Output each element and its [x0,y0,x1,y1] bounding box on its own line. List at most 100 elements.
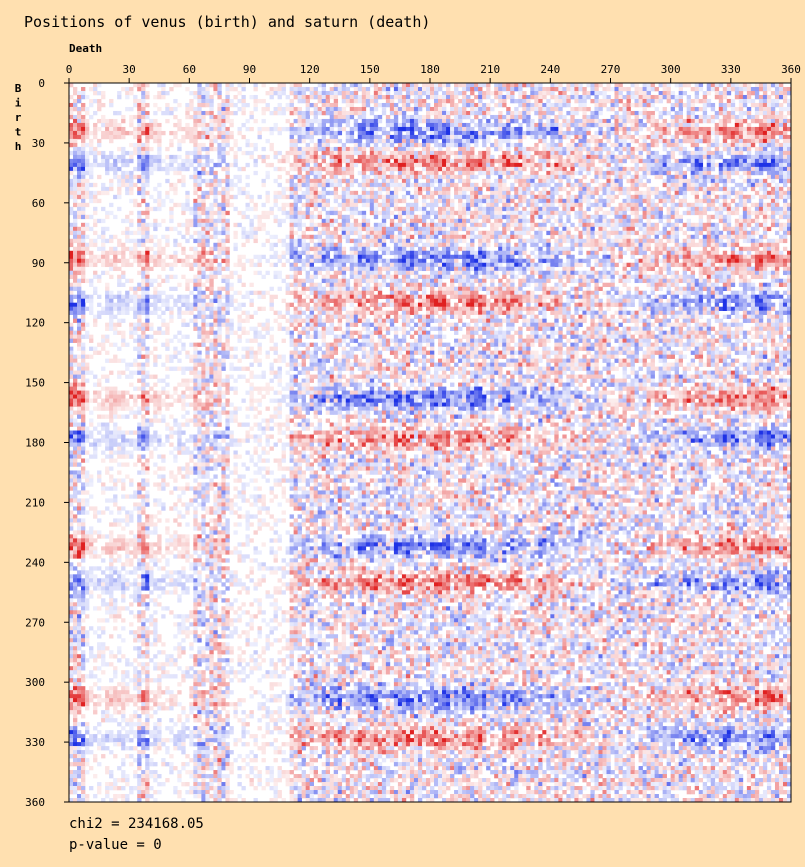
heatmap-cell [366,123,370,127]
heatmap-cell [73,127,77,131]
heatmap-cell [554,123,558,127]
heatmap-cell [739,123,743,127]
heatmap-cell [422,91,426,95]
heatmap-cell [574,95,578,99]
heatmap-cell [703,111,707,115]
heatmap-cell [466,111,470,115]
heatmap-cell [594,91,598,95]
heatmap-cell [414,123,418,127]
heatmap-cell [735,123,739,127]
y-tick-label: 210 [25,496,45,509]
heatmap-cell [755,87,759,91]
heatmap-cell [554,115,558,119]
heatmap-cell [386,115,390,119]
heatmap-cell [611,115,615,119]
heatmap-cell [474,123,478,127]
heatmap-cell [462,107,466,111]
heatmap-cell [663,83,667,87]
heatmap-cell [173,99,177,103]
heatmap-cell [225,107,229,111]
heatmap-cell [538,95,542,99]
heatmap-cell [266,103,270,107]
heatmap-cell [306,115,310,119]
heatmap-cell [290,91,294,95]
chart: Positions of venus (birth) and saturn (d… [0,0,805,867]
heatmap-cell [659,111,663,115]
heatmap-cell [105,127,109,131]
heatmap-cell [358,95,362,99]
heatmap-cell [225,119,229,123]
heatmap-cell [466,87,470,91]
heatmap-cell [538,119,542,123]
heatmap-cell [747,91,751,95]
heatmap-cell [498,87,502,91]
heatmap-cell [185,103,189,107]
heatmap-cell [623,119,627,123]
heatmap-cell [89,87,93,91]
heatmap-cell [378,87,382,91]
heatmap-cell [442,95,446,99]
heatmap-cell [153,111,157,115]
y-tick-label: 150 [25,377,45,390]
heatmap-cell [262,107,266,111]
heatmap-cell [254,87,258,91]
heatmap-cell [398,111,402,115]
heatmap-cell [723,91,727,95]
heatmap-cell [627,91,631,95]
heatmap-cell [350,95,354,99]
heatmap-cell [402,83,406,87]
heatmap-cell [486,123,490,127]
heatmap-cell [494,95,498,99]
heatmap-cell [402,95,406,99]
heatmap-cell [197,91,201,95]
heatmap-cell [554,83,558,87]
heatmap-cell [278,107,282,111]
heatmap-cell [462,99,466,103]
heatmap-cell [759,87,763,91]
heatmap-cell [594,83,598,87]
y-tick-label: 300 [25,676,45,689]
heatmap-cell [394,111,398,115]
heatmap-cell [274,123,278,127]
heatmap-cell [506,107,510,111]
heatmap-cell [546,111,550,115]
heatmap-cell [779,95,783,99]
heatmap-cell [209,83,213,87]
heatmap-cell [318,127,322,131]
heatmap-cell [422,115,426,119]
heatmap-cell [534,99,538,103]
heatmap-cell [486,119,490,123]
heatmap-cell [217,103,221,107]
heatmap-cell [446,83,450,87]
heatmap-cell [145,95,149,99]
heatmap-cell [161,111,165,115]
heatmap-cell [77,107,81,111]
heatmap-cell [442,119,446,123]
heatmap-cell [241,103,245,107]
heatmap-cell [639,111,643,115]
heatmap-cell [85,111,89,115]
heatmap-cell [237,127,241,131]
heatmap-cell [338,83,342,87]
heatmap-cell [490,99,494,103]
x-tick-label: 360 [781,63,801,76]
heatmap-cell [590,87,594,91]
heatmap-cell [635,115,639,119]
heatmap-cell [342,91,346,95]
heatmap-cell [558,83,562,87]
heatmap-cell [225,83,229,87]
heatmap-cell [627,115,631,119]
heatmap-cell [406,103,410,107]
heatmap-cell [611,107,615,111]
heatmap-cell [282,91,286,95]
heatmap-cell [73,91,77,95]
heatmap-cell [193,127,197,131]
heatmap-cell [454,119,458,123]
heatmap-cell [446,91,450,95]
heatmap-cell [755,111,759,115]
heatmap-cell [197,119,201,123]
heatmap-cell [671,95,675,99]
heatmap-cell [755,103,759,107]
heatmap-cell [663,107,667,111]
heatmap-cell [386,87,390,91]
